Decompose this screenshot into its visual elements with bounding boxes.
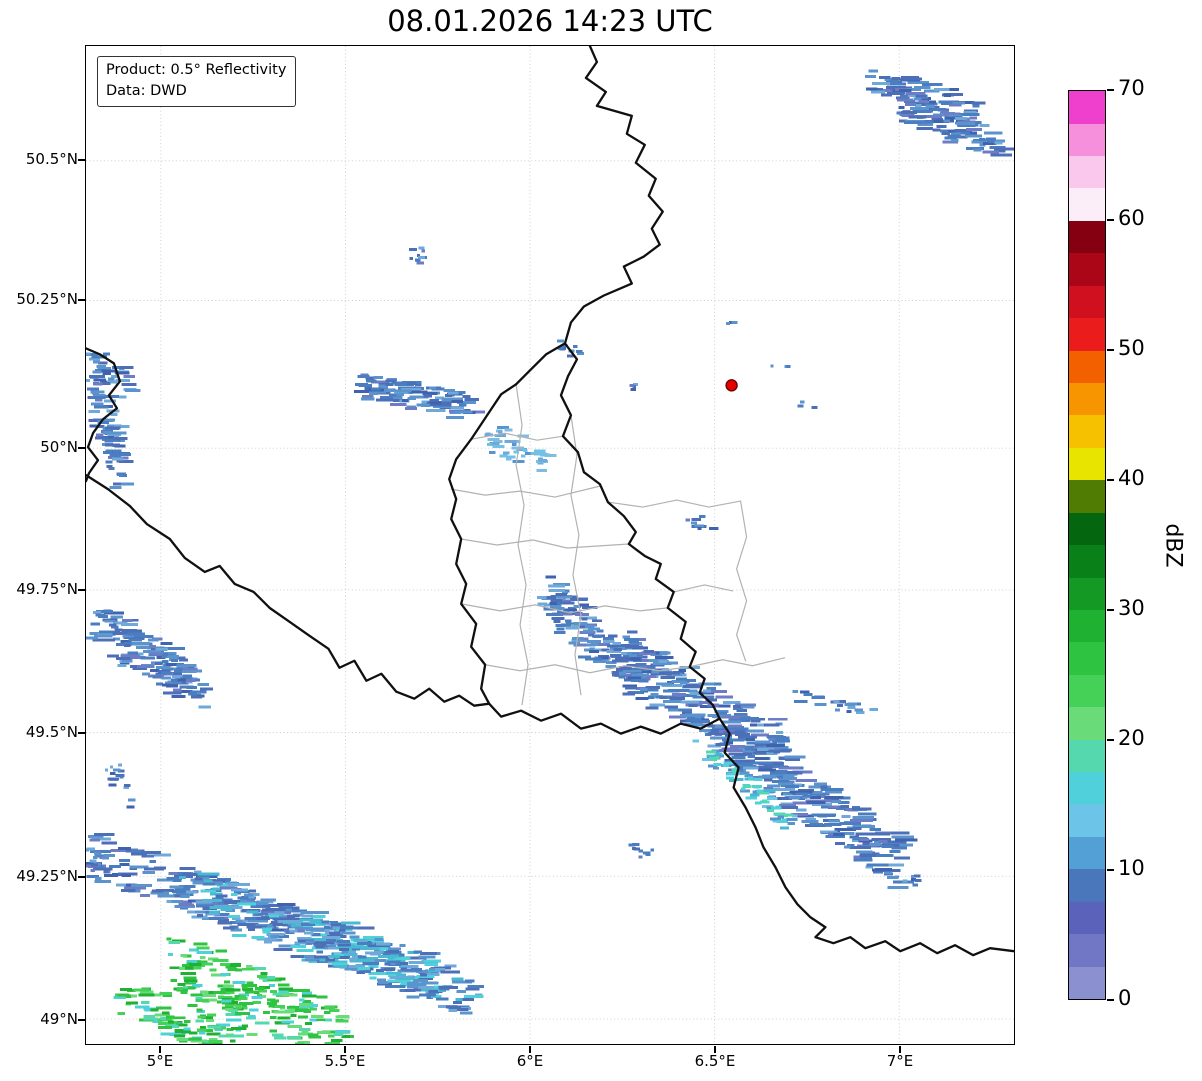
colorbar-segment — [1069, 285, 1105, 319]
colorbar-label-wrap: dBZ — [1150, 90, 1196, 1000]
colorbar-segment — [1069, 674, 1105, 708]
colorbar — [1068, 90, 1106, 1000]
colorbar-segment — [1069, 382, 1105, 416]
map-area: Product: 0.5° Reflectivity Data: DWD — [85, 45, 1015, 1045]
colorbar-tick-mark — [1107, 479, 1114, 481]
colorbar-tick-label: 40 — [1118, 466, 1145, 490]
colorbar-segment — [1069, 901, 1105, 935]
lat-tick-label: 49.25°N — [16, 867, 78, 885]
data-source-label: Data: DWD — [106, 82, 187, 99]
lon-tick-mark — [159, 1046, 161, 1053]
colorbar-segment — [1069, 836, 1105, 870]
lat-tick-label: 50.25°N — [16, 290, 78, 308]
colorbar-segment — [1069, 934, 1105, 967]
colorbar-tick-mark — [1107, 609, 1114, 611]
lon-tick-mark — [344, 1046, 346, 1053]
colorbar-segment — [1069, 804, 1105, 837]
colorbar-segment — [1069, 156, 1105, 189]
grid-lines — [86, 46, 1014, 1044]
lon-tick-mark — [529, 1046, 531, 1053]
lon-tick-label: 6°E — [516, 1052, 544, 1070]
colorbar-segment — [1069, 415, 1105, 448]
lat-tick-mark — [78, 1019, 85, 1021]
colorbar-segment — [1069, 253, 1105, 286]
colorbar-segment — [1069, 123, 1105, 157]
lon-tick-label: 7°E — [886, 1052, 914, 1070]
colorbar-segment — [1069, 642, 1105, 675]
country-borders — [86, 46, 1014, 957]
colorbar-tick-mark — [1107, 349, 1114, 351]
lat-tick-mark — [78, 732, 85, 734]
lat-tick-label: 49.75°N — [16, 580, 78, 598]
admin-borders — [450, 383, 786, 706]
colorbar-segment — [1069, 512, 1105, 546]
lat-tick-mark — [78, 589, 85, 591]
colorbar-segment — [1069, 447, 1105, 481]
colorbar-tick-label: 70 — [1118, 76, 1145, 100]
colorbar-tick-label: 60 — [1118, 206, 1145, 230]
lon-tick-label: 5.5°E — [324, 1052, 366, 1070]
colorbar-tick-label: 50 — [1118, 336, 1145, 360]
colorbar-tick-mark — [1107, 219, 1114, 221]
lat-tick-mark — [78, 159, 85, 161]
product-label: Product: 0.5° Reflectivity — [106, 62, 287, 78]
colorbar-segment — [1069, 480, 1105, 513]
colorbar-segment — [1069, 188, 1105, 221]
lat-tick-label: 49.5°N — [25, 723, 78, 741]
colorbar-segment — [1069, 91, 1105, 124]
lat-tick-label: 50°N — [40, 438, 78, 456]
colorbar-segment — [1069, 318, 1105, 351]
colorbar-segment — [1069, 577, 1105, 610]
colorbar-segment — [1069, 739, 1105, 773]
radar-map-canvas — [86, 46, 1014, 1044]
lat-tick-mark — [78, 876, 85, 878]
colorbar-tick-label: 0 — [1118, 986, 1132, 1010]
colorbar-segment — [1069, 545, 1105, 578]
colorbar-tick-mark — [1107, 89, 1114, 91]
radar-site-marker — [725, 379, 738, 392]
lat-tick-label: 50.5°N — [25, 150, 78, 168]
colorbar-segment — [1069, 350, 1105, 383]
colorbar-tick-label: 20 — [1118, 726, 1145, 750]
lat-tick-mark — [78, 299, 85, 301]
lon-tick-mark — [714, 1046, 716, 1053]
colorbar-tick-label: 30 — [1118, 596, 1145, 620]
colorbar-segment — [1069, 772, 1105, 805]
lat-tick-mark — [78, 447, 85, 449]
colorbar-segment — [1069, 609, 1105, 643]
colorbar-tick-mark — [1107, 999, 1114, 1001]
figure-title: 08.01.2026 14:23 UTC — [387, 4, 713, 38]
lon-tick-label: 6.5°E — [694, 1052, 736, 1070]
product-info-box: Product: 0.5° Reflectivity Data: DWD — [97, 56, 297, 108]
colorbar-segment — [1069, 707, 1105, 740]
radar-echo-layer — [86, 69, 1014, 1044]
colorbar-segment — [1069, 869, 1105, 902]
colorbar-tick-label: 10 — [1118, 856, 1145, 880]
lon-tick-label: 5°E — [146, 1052, 174, 1070]
colorbar-tick-mark — [1107, 739, 1114, 741]
colorbar-segment — [1069, 966, 1105, 999]
lon-tick-mark — [899, 1046, 901, 1053]
colorbar-unit-label: dBZ — [1160, 522, 1186, 568]
lat-tick-label: 49°N — [40, 1010, 78, 1028]
colorbar-segment — [1069, 220, 1105, 254]
colorbar-tick-mark — [1107, 869, 1114, 871]
